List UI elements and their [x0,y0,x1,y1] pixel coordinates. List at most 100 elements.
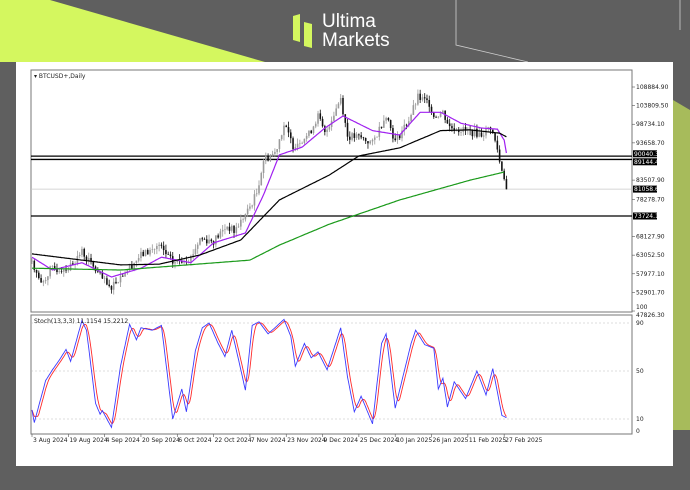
candle-body [115,281,117,284]
date-tick-label: 27 Feb 2025 [505,437,543,444]
candle-body [262,161,265,173]
price-tick-label: 93658.70 [636,140,665,147]
price-tick-label: 52901.70 [636,289,665,296]
price-tick-label: 108884.90 [636,84,669,91]
candle-body [42,281,45,283]
candle-body [276,149,278,152]
candle-body [292,138,294,150]
candle-body [473,128,476,137]
candle-body [455,130,458,132]
candle-body [296,143,299,148]
candle-body [321,118,324,127]
candle-body [108,284,110,287]
candle-body [476,128,478,137]
candle-body [364,137,367,142]
candle-body [314,123,317,127]
candle-body [160,244,163,246]
candle-body [442,110,444,114]
candle-body [38,272,40,279]
candle-body [398,134,401,139]
logo-icon [293,14,312,48]
candle-body [376,136,378,138]
candle-body [410,114,412,122]
candle-body [260,172,263,186]
candle-body [308,130,310,136]
candle-body [44,280,47,282]
candle-body [226,226,229,230]
candle-body [383,120,385,128]
candle-body [65,269,67,271]
candle-body [31,260,33,262]
candle-body [351,133,353,140]
candle-body [122,275,124,277]
candle-body [342,97,344,115]
candle-body [51,266,54,267]
candle-body [487,127,490,129]
candle-body [149,249,151,255]
candle-body [419,93,421,100]
candle-body [112,281,115,290]
candle-body [208,239,210,244]
candle-body [58,271,61,273]
price-level-badge [633,150,657,158]
candle-body [287,127,290,133]
candle-body [505,179,508,190]
brand-logo: Ultima Markets [292,12,390,50]
candle-body [289,132,292,139]
candle-body [421,97,424,100]
candle-body [242,219,244,220]
date-tick-label: 9 Dec 2024 [324,437,359,444]
stoch-signal-line [31,320,507,424]
price-level-label: 81058.69 [634,186,663,193]
candle-body [349,136,351,140]
candle-body [246,208,249,215]
stoch-label: Stoch(13,3,3) 11.1154 15.2212 [34,318,128,325]
candle-body [53,266,56,270]
price-chart[interactable]: 108884.90 103809.50 98734.10 93658.70 90040.… [16,62,673,466]
candle-body [153,249,156,250]
candle-body [69,263,72,271]
candle-body [144,249,147,257]
candle-body [140,251,142,259]
candle-body [324,126,326,133]
candle-body [460,132,462,133]
candle-body [251,205,253,207]
candle-body [310,130,313,134]
stoch-tick-label: 50 [636,368,644,375]
candle-body [81,248,83,255]
candle-body [437,116,440,118]
candle-body [362,137,365,138]
candle-body [403,124,406,131]
candle-body [478,132,480,137]
date-tick-label: 25 Dec 2024 [360,437,399,444]
candle-body [326,129,328,133]
candle-body [196,244,199,249]
price-tick-label: 47826.30 [636,312,665,319]
candle-body [423,97,426,99]
price-tick-label: 78278.70 [636,196,665,203]
candle-body [496,140,499,150]
candle-body [35,269,38,273]
candle-body [355,134,358,138]
candle-body [181,260,183,263]
stoch-tick-label: 100 [636,304,648,311]
price-tick-label: 63052.50 [636,252,665,259]
candle-body [299,143,301,145]
candle-body [389,120,392,129]
candle-body [119,275,122,283]
candle-body [385,117,387,121]
candle-body [255,193,258,195]
candle-body [394,138,396,141]
date-tick-label: 3 Aug 2024 [33,437,68,444]
logo-text-line1: Ultima [322,11,376,32]
candle-body [142,251,145,257]
candle-body [194,248,197,255]
candle-body [224,229,226,230]
candle-body [401,130,403,139]
candle-body [176,259,179,262]
candle-body [146,249,149,255]
price-level-label: 90040.32 [634,151,663,158]
candle-body [353,133,356,138]
candle-body [301,142,303,144]
candle-body [283,125,285,136]
